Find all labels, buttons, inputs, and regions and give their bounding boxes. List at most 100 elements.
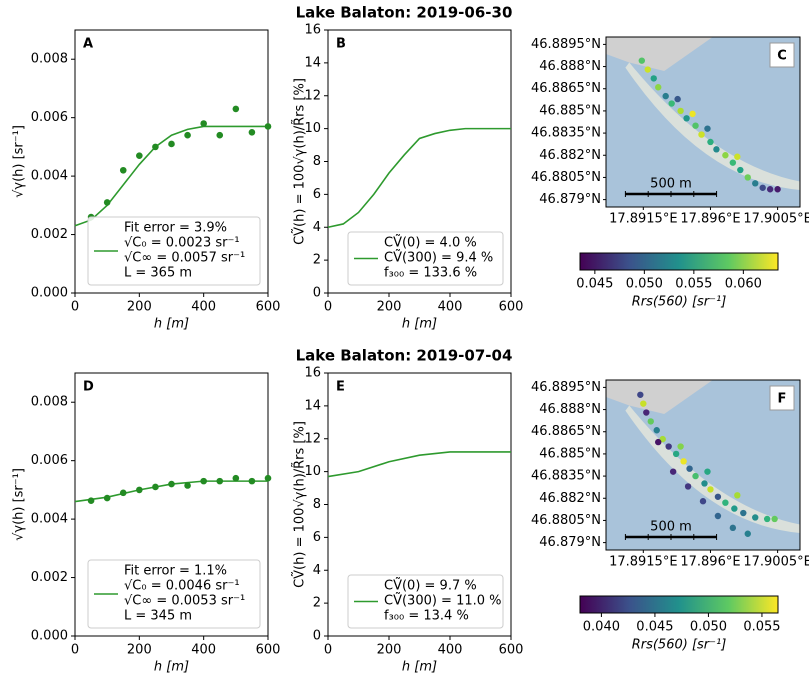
data-point [684, 483, 692, 490]
y-axis-label: √γ(h) [sr⁻¹] [12, 468, 27, 541]
scale-bar-label: 500 m [650, 177, 692, 192]
panel-letter: E [336, 380, 345, 395]
legend-text: √C₀ = 0.0046 sr⁻¹ [124, 579, 240, 594]
x-tick-label: 200 [377, 300, 402, 315]
data-point [248, 128, 256, 136]
data-point [168, 480, 175, 488]
plot-frame [74, 29, 269, 294]
data-point [103, 199, 111, 206]
data-point [692, 122, 699, 129]
x-tick-label: 600 [499, 300, 524, 315]
panel-letter: A [83, 37, 93, 52]
legend-box [87, 216, 261, 286]
y-tick-label: 14 [304, 55, 321, 70]
data-point [119, 166, 127, 174]
data-point [729, 159, 737, 166]
x-tick-label: 17.896°E [680, 555, 740, 570]
data-point [232, 474, 240, 482]
data-point [722, 499, 729, 506]
panel-letter-box [769, 385, 795, 411]
data-point [87, 497, 95, 505]
legend-text: L = 345 m [124, 609, 192, 624]
data-point [216, 131, 224, 139]
y-tick-label: 46.879°N [539, 192, 601, 207]
colorbar-tick-label: 0.055 [675, 277, 712, 292]
data-point [774, 186, 781, 193]
x-axis-label: h [m] [402, 317, 437, 332]
x-tick-label: 0 [324, 643, 332, 658]
x-tick-label: 17.9005°E [743, 555, 809, 570]
y-tick-label: 6 [313, 530, 321, 545]
colorbar-tick-label: 0.045 [576, 277, 613, 292]
legend-box [347, 574, 504, 629]
colorbar-label: Rrs(560) [sr⁻¹] [632, 295, 727, 310]
data-point [668, 100, 675, 107]
legend-text: f₃₀₀ = 133.6 % [384, 266, 477, 281]
data-point [232, 105, 240, 113]
data-point [737, 166, 744, 174]
row-title: Lake Balaton: 2019-06-30 [296, 4, 513, 22]
y-tick-label: 0 [313, 629, 321, 644]
y-tick-label: 0.002 [31, 570, 68, 585]
x-tick-label: 0 [71, 643, 79, 658]
y-tick-label: 0.000 [31, 286, 68, 301]
y-axis-label: CṼ(h) = 100√γ(h)/R̃rs [%] [292, 421, 308, 588]
y-tick-label: 46.885°N [539, 446, 601, 461]
data-point [640, 400, 647, 407]
x-tick-label: 600 [256, 643, 281, 658]
data-point [200, 477, 207, 485]
y-tick-label: 0.000 [31, 629, 68, 644]
y-tick-label: 12 [304, 88, 321, 103]
x-tick-label: 400 [438, 643, 463, 658]
data-point [103, 494, 111, 502]
x-axis-label: h [m] [154, 660, 189, 675]
data-point [674, 95, 681, 103]
x-axis-label: h [m] [402, 660, 437, 675]
data-point [216, 477, 224, 485]
data-point [744, 174, 751, 181]
data-point [689, 110, 696, 118]
data-point [677, 107, 684, 115]
fit-line [327, 127, 511, 229]
y-tick-label: 0 [313, 286, 321, 301]
land [606, 37, 713, 71]
scale-bar-label: 500 m [650, 520, 692, 535]
data-point [704, 125, 711, 132]
y-tick-label: 46.882°N [539, 148, 601, 163]
data-point [672, 450, 680, 458]
data-point [714, 493, 722, 500]
y-tick-label: 8 [313, 154, 321, 169]
legend-box [347, 231, 504, 286]
y-tick-label: 0.006 [31, 110, 68, 125]
data-point [744, 530, 751, 537]
y-tick-label: 4 [313, 220, 321, 235]
x-tick-label: 17.8915°E [609, 555, 677, 570]
panel-letter: B [336, 37, 346, 52]
data-point [662, 92, 669, 100]
row-title: Lake Balaton: 2019-07-04 [296, 347, 513, 365]
data-point [655, 438, 662, 446]
data-point [734, 153, 741, 160]
legend-text: CṼ(300) = 11.0 % [384, 593, 502, 609]
colorbar-tick-label: 0.050 [626, 277, 663, 292]
colorbar-tick-label: 0.045 [636, 620, 673, 635]
data-point [184, 482, 191, 489]
y-tick-label: 46.888°N [539, 402, 601, 417]
x-tick-label: 200 [377, 643, 402, 658]
data-point [677, 443, 684, 450]
colorbar-tick-label: 0.050 [690, 620, 727, 635]
y-tick-label: 46.8865°N [531, 424, 601, 439]
data-point [136, 486, 143, 494]
data-point [713, 146, 720, 153]
data-point [734, 492, 741, 499]
x-tick-label: 0 [324, 300, 332, 315]
shore [625, 405, 800, 533]
data-point [759, 184, 766, 191]
y-tick-label: 46.8835°N [531, 126, 601, 141]
colorbar [579, 252, 779, 271]
y-tick-label: 10 [304, 464, 321, 479]
y-tick-label: 46.8895°N [531, 37, 601, 52]
data-point [653, 427, 660, 434]
y-tick-label: 0.008 [31, 395, 68, 410]
data-point [701, 480, 708, 487]
